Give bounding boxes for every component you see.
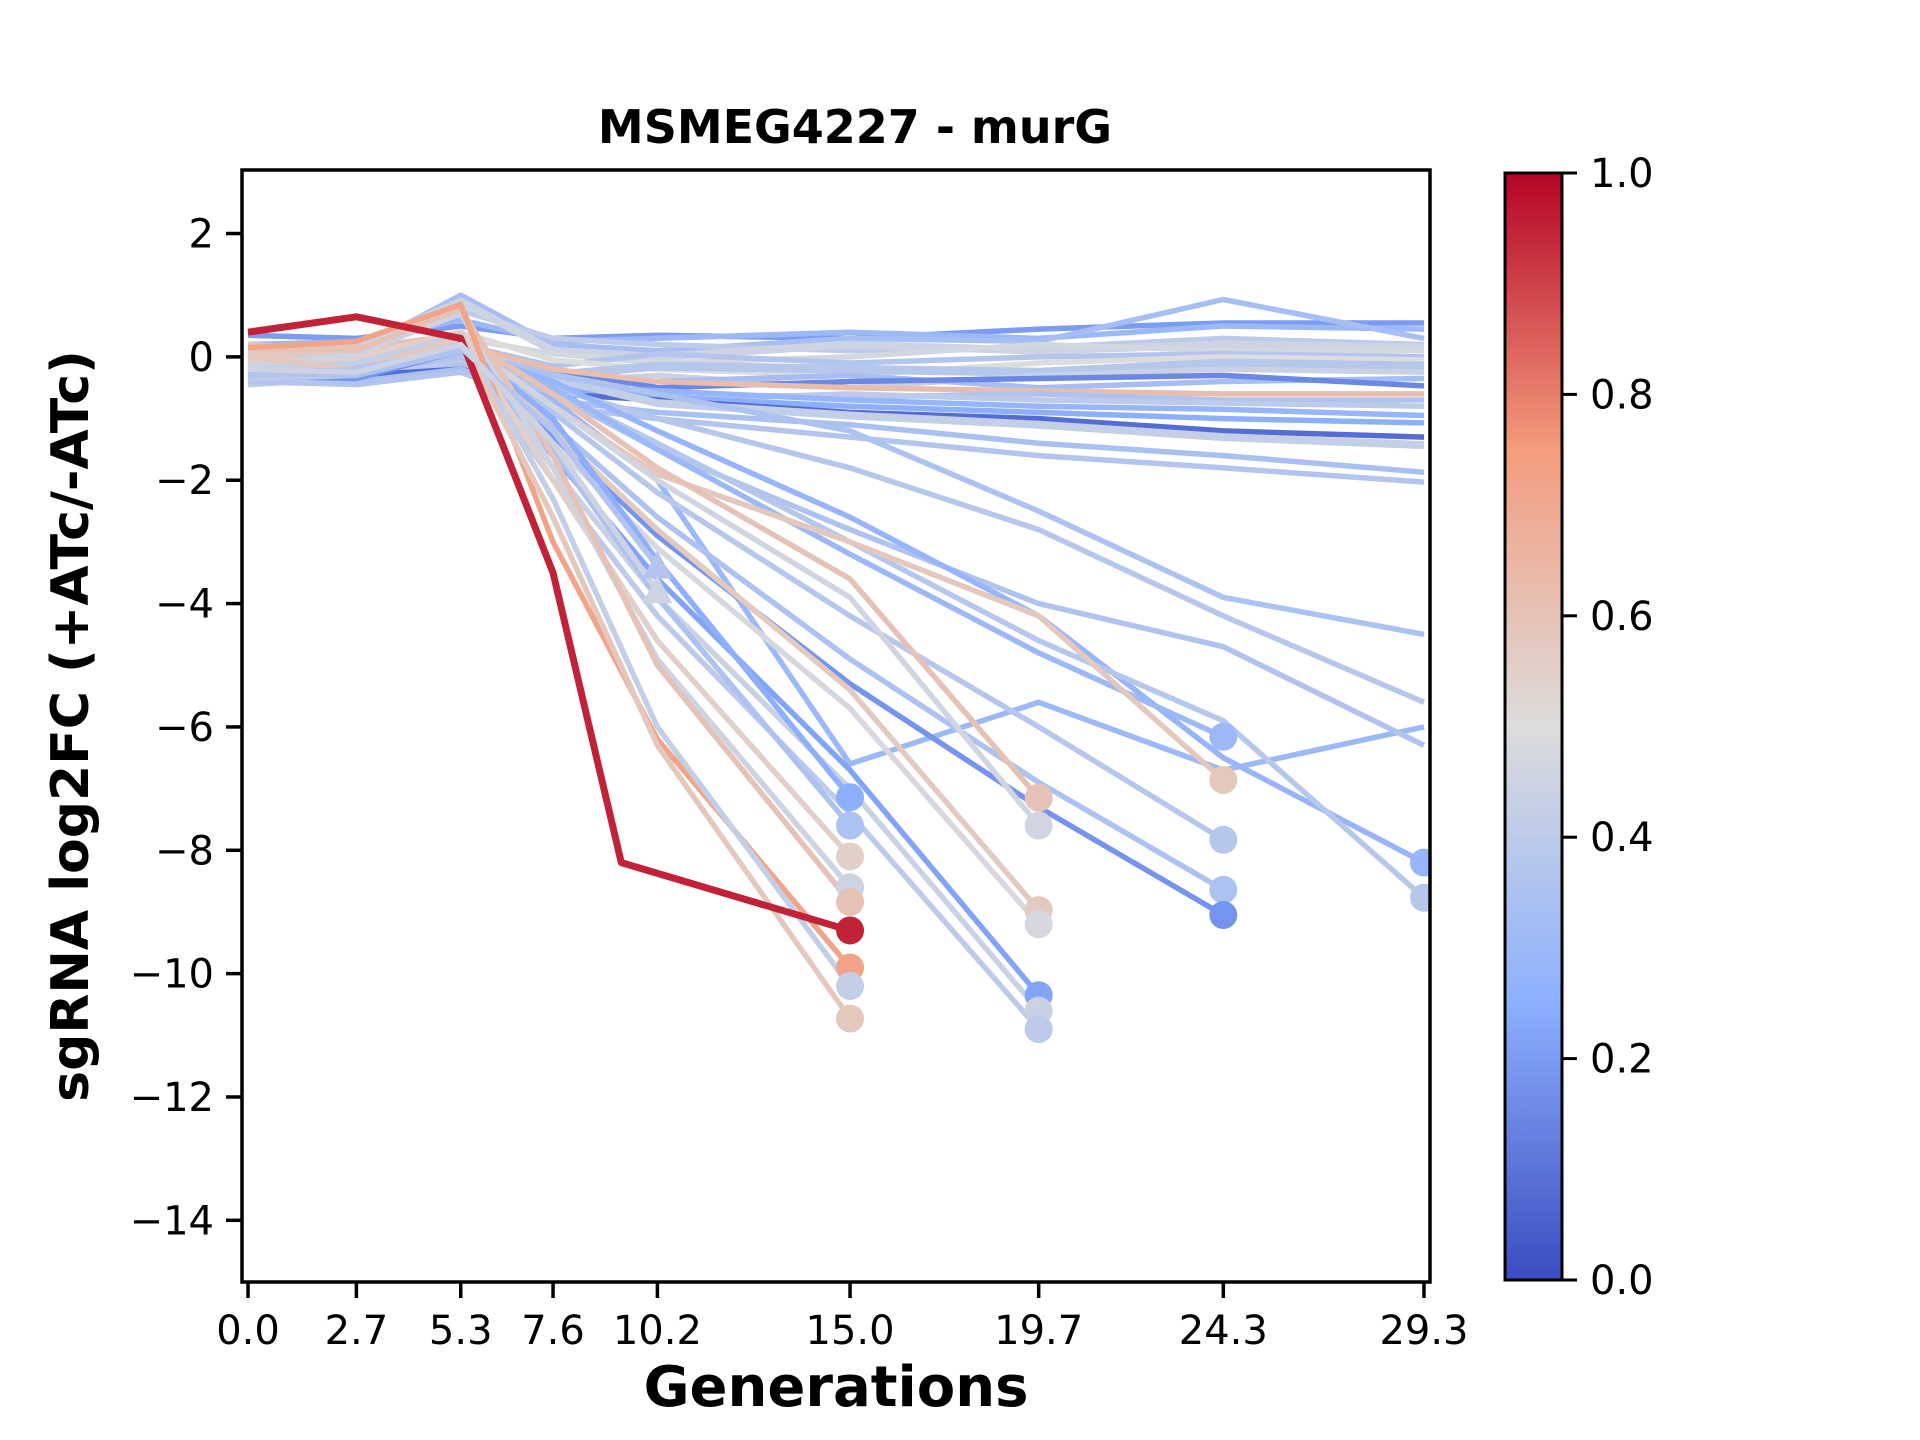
chart-title: MSMEG4227 - murG — [598, 100, 1112, 154]
marker-layer — [642, 550, 1430, 1044]
end-marker-circle-end24-dot-4 — [1209, 875, 1238, 904]
y-tick-label: −4 — [155, 582, 214, 628]
x-tick-label: 5.3 — [429, 1308, 493, 1354]
colorbar-tick-label: 0.6 — [1590, 594, 1654, 640]
end-marker-circle-end19-dot-1 — [1024, 783, 1053, 812]
colorbar-tick-label: 0.8 — [1590, 372, 1654, 418]
x-tick-label: 24.3 — [1179, 1308, 1268, 1354]
x-tick-label: 15.0 — [806, 1308, 895, 1354]
series-line-end15-dot-2 — [247, 347, 853, 828]
series-line-end24-dot-4 — [247, 351, 1225, 893]
series-line-end15-dot-darkred — [247, 313, 851, 934]
end-marker-circle-end15-dot-7 — [836, 1004, 865, 1033]
series-line-end15-dot-5 — [247, 306, 853, 904]
x-tick-label: 19.7 — [994, 1308, 1083, 1354]
x-tick-label: 0.0 — [216, 1308, 280, 1354]
end-marker-circle-end29-dot-1 — [1409, 848, 1430, 877]
series-line-end10-triangle-2 — [247, 341, 660, 593]
x-tick-label: 2.7 — [325, 1308, 389, 1354]
series-layer — [247, 292, 1426, 1031]
end-marker-circle-end15-dot-6 — [836, 971, 865, 1000]
colorbar — [1503, 171, 1564, 1282]
colorbar-tick-label: 0.0 — [1590, 1258, 1654, 1304]
y-tick-label: 2 — [189, 212, 214, 258]
end-marker-triangle-end10-triangle-1 — [642, 550, 673, 579]
x-tick-label: 29.3 — [1379, 1308, 1468, 1354]
y-tick-label: −6 — [155, 705, 214, 751]
y-tick-label: −10 — [130, 952, 214, 998]
end-marker-circle-end19-dot-2 — [1024, 811, 1053, 840]
y-axis-label: sgRNA log2FC (+ATc/-ATc) — [41, 350, 101, 1102]
y-tick-label: −12 — [130, 1075, 214, 1121]
y-axis-ticks: 2 0 −2 −4 −6 −8 −10 −12 −14 — [130, 212, 242, 1244]
x-axis-ticks: 0.0 2.7 5.3 7.6 10.2 15.0 19.7 24.3 29.3 — [216, 1282, 1469, 1354]
end-marker-circle-end15-dot-darkred — [836, 916, 865, 945]
y-tick-label: −2 — [155, 458, 214, 504]
end-marker-circle-end15-dot-1 — [836, 783, 865, 812]
y-tick-label: −14 — [130, 1198, 214, 1244]
end-marker-circle-end24-dot-2 — [1209, 765, 1238, 794]
y-tick-label: −8 — [155, 828, 214, 874]
end-marker-circle-end29-dot-2 — [1409, 883, 1430, 912]
x-tick-label: 7.6 — [521, 1308, 585, 1354]
colorbar-tick-label: 0.4 — [1590, 815, 1654, 861]
end-marker-circle-end15-dot-3 — [836, 842, 865, 871]
series-line-end15-dot-7 — [247, 335, 853, 1021]
end-marker-circle-end24-dot-1 — [1209, 722, 1238, 751]
end-marker-circle-end19-dot-4 — [1024, 910, 1053, 939]
x-tick-label: 10.2 — [613, 1308, 702, 1354]
end-marker-circle-end24-dot-5 — [1209, 901, 1238, 930]
series-line-end19-dot-1 — [247, 332, 1041, 800]
end-marker-circle-end15-dot-2 — [836, 811, 865, 840]
colorbar-ticks: 0.0 0.2 0.4 0.6 0.8 1.0 — [1562, 151, 1654, 1304]
series-line-flat-20 — [247, 366, 1425, 475]
end-marker-triangle-end10-triangle-2 — [642, 575, 673, 604]
colorbar-tick-label: 0.2 — [1590, 1037, 1654, 1083]
series-line-end15-dot-6 — [247, 332, 853, 988]
y-tick-label: 0 — [189, 335, 214, 381]
end-marker-circle-end19-dot-7 — [1024, 1015, 1053, 1044]
end-marker-circle-end15-dot-5 — [836, 888, 865, 917]
colorbar-tick-label: 1.0 — [1590, 151, 1654, 197]
end-marker-circle-end24-dot-3 — [1209, 825, 1238, 854]
x-axis-label: Generations — [644, 1355, 1029, 1420]
